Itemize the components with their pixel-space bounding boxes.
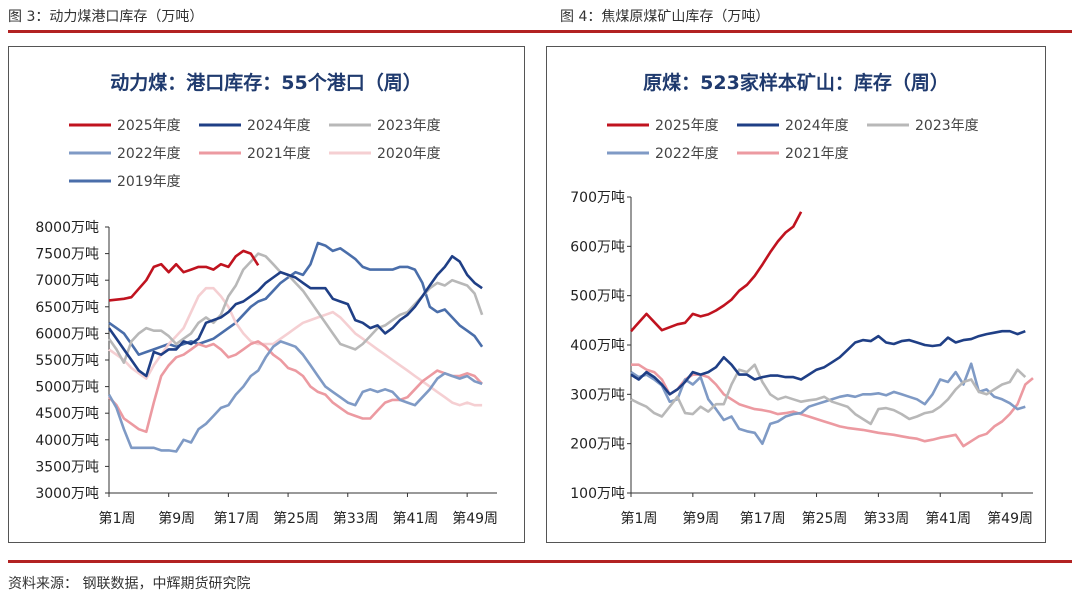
legend-label: 2022年度 [117, 146, 181, 162]
bottom-red-rule [8, 560, 1072, 563]
y-tick-label: 700万吨 [570, 190, 625, 206]
chart-title: 动力煤：港口库存：55个港口（周） [110, 71, 421, 94]
y-tick-label: 5500万吨 [35, 353, 99, 369]
legend-item: 2022年度 [607, 146, 719, 162]
series-line-2025年度 [108, 249, 260, 302]
legend-label: 2023年度 [915, 118, 979, 134]
y-tick-label: 5000万吨 [35, 380, 99, 396]
y-tick-label: 8000万吨 [35, 220, 99, 236]
y-tick-label: 100万吨 [570, 486, 625, 502]
y-tick-label: 500万吨 [570, 289, 625, 305]
legend-label: 2024年度 [247, 118, 311, 134]
y-tick-label: 4500万吨 [35, 406, 99, 422]
series-line-2024年度 [630, 329, 1026, 396]
y-tick-label: 600万吨 [570, 239, 625, 255]
y-tick-label: 200万吨 [570, 437, 625, 453]
figure-3-caption: 图 3：动力煤港口库存（万吨） [8, 9, 204, 25]
y-tick-label: 3000万吨 [35, 486, 99, 502]
y-tick-label: 6500万吨 [35, 300, 99, 316]
legend-label: 2020年度 [377, 146, 441, 162]
legend-label: 2024年度 [785, 118, 849, 134]
series-line-2019年度 [108, 241, 484, 356]
legend-label: 2023年度 [377, 118, 441, 134]
legend-item: 2023年度 [329, 118, 441, 134]
y-tick-label: 3500万吨 [35, 459, 99, 475]
legend-label: 2022年度 [655, 146, 719, 162]
legend-item: 2021年度 [737, 146, 849, 162]
series-line-2023年度 [630, 363, 1027, 426]
x-tick-label: 第17周 [740, 510, 786, 527]
series-line-2021年度 [108, 340, 484, 434]
x-tick-label: 第1周 [99, 510, 136, 527]
series-line-2025年度 [630, 211, 803, 333]
x-tick-label: 第49周 [452, 510, 498, 527]
x-tick-label: 第41周 [925, 510, 971, 527]
x-tick-label: 第25周 [273, 510, 319, 527]
y-tick-label: 300万吨 [570, 387, 625, 403]
legend-label: 2021年度 [247, 146, 311, 162]
y-tick-label: 4000万吨 [35, 433, 99, 449]
coking-coal-chart-panel: 原煤：523家样本矿山：库存（周） 2025年度 2024年度 2023年度 2022年… [546, 46, 1046, 543]
legend-label: 2025年度 [117, 118, 181, 134]
legend-item: 2023年度 [867, 118, 979, 134]
x-tick-label: 第9周 [682, 510, 719, 527]
top-red-rule [8, 30, 1072, 33]
figure-4-caption: 图 4：焦煤原煤矿山库存（万吨） [560, 9, 770, 25]
x-tick-label: 第33周 [863, 510, 909, 527]
legend-item: 2024年度 [737, 118, 849, 134]
steam-coal-chart-panel: 动力煤：港口库存：55个港口（周） 2025年度 2024年度 2023年度 2022年… [8, 46, 525, 543]
x-tick-label: 第33周 [333, 510, 379, 527]
legend-item: 2025年度 [69, 118, 181, 134]
x-tick-label: 第17周 [213, 510, 259, 527]
legend-label: 2021年度 [785, 146, 849, 162]
chart-title: 原煤：523家样本矿山：库存（周） [643, 71, 949, 94]
x-tick-label: 第1周 [621, 510, 658, 527]
legend-item: 2024年度 [199, 118, 311, 134]
x-tick-label: 第41周 [393, 510, 439, 527]
series-line-2020年度 [108, 286, 483, 407]
series-line-2024年度 [107, 255, 483, 378]
x-tick-label: 第25周 [802, 510, 848, 527]
legend-label: 2019年度 [117, 174, 181, 190]
series-line-2021年度 [631, 363, 1034, 448]
y-tick-label: 7000万吨 [35, 273, 99, 289]
y-tick-label: 7500万吨 [35, 247, 99, 263]
x-tick-label: 第9周 [158, 510, 195, 527]
legend-item: 2021年度 [199, 146, 311, 162]
legend-item: 2019年度 [69, 174, 181, 190]
steam-coal-port-inventory-chart: 动力煤：港口库存：55个港口（周） 2025年度 2024年度 2023年度 2022年… [35, 71, 498, 527]
legend-item: 2025年度 [607, 118, 719, 134]
legend-item: 2022年度 [69, 146, 181, 162]
raw-coal-mine-inventory-chart: 原煤：523家样本矿山：库存（周） 2025年度 2024年度 2023年度 2022年… [570, 71, 1034, 527]
x-tick-label: 第49周 [987, 510, 1033, 527]
y-tick-label: 6000万吨 [35, 326, 99, 342]
legend-label: 2025年度 [655, 118, 719, 134]
legend-item: 2020年度 [329, 146, 441, 162]
data-source-note: 资料来源： 钢联数据，中辉期货研究院 [8, 576, 251, 592]
series-line-2022年度 [107, 340, 483, 453]
y-tick-label: 400万吨 [570, 338, 625, 354]
